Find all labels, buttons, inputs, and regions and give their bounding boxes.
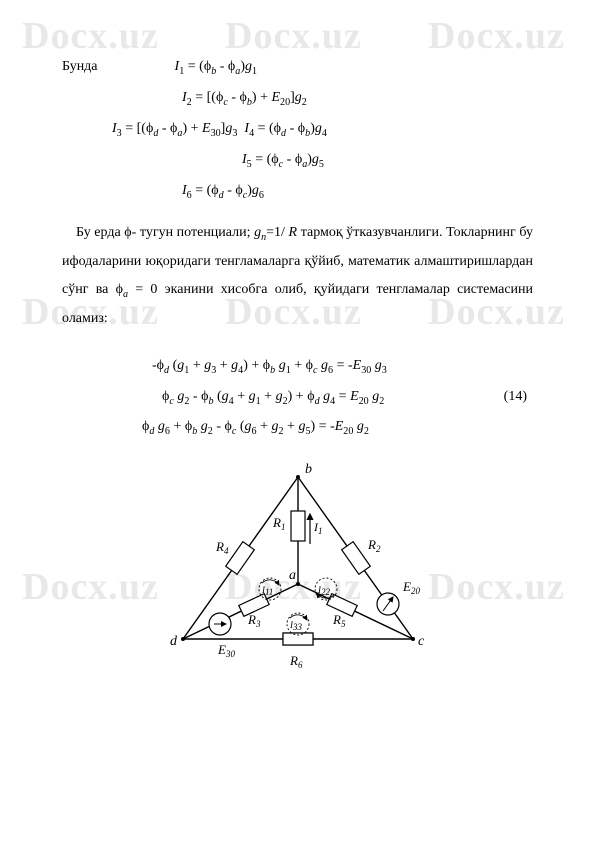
system-eq-3: ϕd g6 + ϕb g2 - ϕc (g6 + g2 + g5) = -E20…	[62, 414, 533, 441]
circuit-diagram: b c d a R1 R2 R3 R4 R5 R6 E20 E30 I1 I11…	[158, 459, 438, 679]
system-eq-1: -ϕd (g1 + g3 + g4) + ϕb g1 + ϕc g6 = -E3…	[62, 353, 533, 380]
equation-2: I2 = [(ϕc - ϕb) + E20]g2	[62, 85, 533, 112]
node-a-label: a	[289, 568, 296, 583]
svg-text:R3: R3	[247, 612, 261, 629]
node-d-label: d	[170, 634, 178, 649]
eq1-label: Бунда	[62, 59, 98, 74]
system-eq-2: ϕс g2 - ϕb (g4 + g1 + g2) + ϕd g4 = E20 …	[62, 384, 533, 411]
svg-text:R2: R2	[367, 537, 381, 554]
equation-5: I5 = (ϕc - ϕa)g5	[62, 147, 533, 174]
equation-3-4: I3 = [(ϕd - ϕa) + E30]g3 I4 = (ϕd - ϕb)g…	[62, 116, 533, 143]
circuit-svg: b c d a R1 R2 R3 R4 R5 R6 E20 E30 I1 I11…	[158, 459, 438, 679]
svg-text:E20: E20	[402, 579, 420, 596]
svg-text:R1: R1	[272, 515, 285, 532]
node-b-label: b	[305, 462, 312, 477]
equation-6: I6 = (ϕd - ϕc)g6	[62, 178, 533, 205]
svg-text:R4: R4	[215, 539, 229, 556]
svg-text:R6: R6	[289, 653, 303, 670]
svg-text:E30: E30	[217, 642, 235, 659]
equation-1: Бунда I1 = (ϕb - ϕa)g1	[62, 54, 533, 81]
node-c-label: c	[418, 634, 425, 649]
svg-text:R5: R5	[332, 612, 346, 629]
equation-number: (14)	[504, 384, 527, 411]
paragraph-1: Бу ерда ϕ- тугун потенциали; gn=1/ R тар…	[62, 219, 533, 333]
svg-text:I1: I1	[313, 520, 323, 536]
svg-text:I33: I33	[289, 620, 303, 632]
page-content: Бунда I1 = (ϕb - ϕa)g1 I2 = [(ϕc - ϕb) +…	[0, 0, 595, 709]
